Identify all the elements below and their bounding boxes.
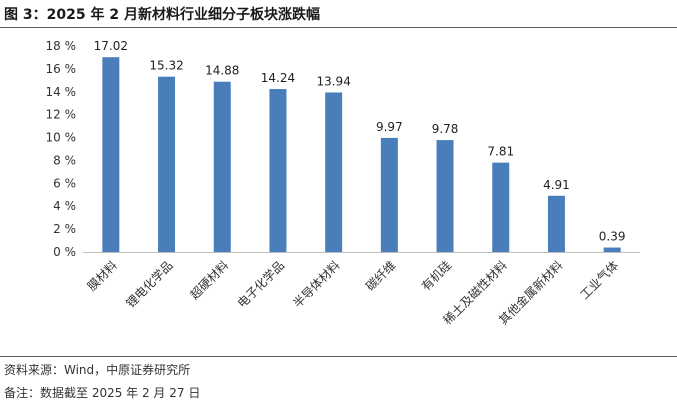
- x-tick-label: 半导体材料: [290, 258, 342, 310]
- remark-note: 备注：数据截至 2025 年 2 月 27 日: [4, 386, 201, 400]
- y-tick-label: 4 %: [53, 199, 76, 213]
- x-tick-label: 锂电化学品: [123, 258, 176, 311]
- x-tick-label: 碳纤维: [363, 258, 398, 293]
- bar: [603, 247, 621, 252]
- page-title: 图 3：2025 年 2 月新材料行业细分子板块涨跌幅: [4, 7, 320, 23]
- x-axis: 膜材料 锂电化学品 超硬材料 电子化学品 半导体材料 碳纤维 有机硅稀土及磁性材料其他金属新…: [85, 258, 622, 328]
- y-axis: 0 % 2 % 4 % 6 % 8 % 10 % 12 % 14 % 16 % 18 %: [46, 39, 77, 259]
- data-label: 9.78: [432, 122, 459, 136]
- y-tick-label: 0 %: [53, 245, 76, 259]
- source-note: 资料来源：Wind，中原证券研究所: [4, 363, 191, 377]
- y-tick-label: 14 %: [46, 85, 77, 99]
- x-tick-label: 膜材料: [85, 258, 120, 293]
- bar: [325, 92, 343, 252]
- y-tick-label: 10 %: [46, 131, 77, 145]
- data-label: 0.39: [599, 230, 626, 244]
- y-tick-label: 16 %: [46, 62, 77, 76]
- data-labels: 17.02 15.32 14.88 14.24 13.94 9.97 9.78 7.81 4.9…: [94, 39, 626, 243]
- data-label: 14.88: [205, 64, 239, 78]
- x-tick-label: 工业气体: [577, 258, 622, 303]
- data-label: 9.97: [376, 120, 403, 134]
- data-label: 17.02: [94, 39, 128, 53]
- bar: [213, 81, 231, 252]
- footer-divider: [0, 356, 677, 357]
- title-divider: [0, 27, 677, 28]
- y-tick-label: 2 %: [53, 222, 76, 236]
- bar: [547, 195, 565, 252]
- data-label: 13.94: [316, 74, 350, 88]
- y-tick-label: 18 %: [46, 39, 77, 53]
- bar: [436, 140, 454, 252]
- bar: [158, 76, 176, 252]
- bar-series: [102, 57, 621, 252]
- data-label: 7.81: [487, 145, 514, 159]
- y-tick-label: 6 %: [53, 176, 76, 190]
- bar: [269, 89, 287, 252]
- bar: [492, 162, 510, 252]
- x-tick-label: 有机硅: [419, 258, 454, 293]
- y-tick-label: 12 %: [46, 108, 77, 122]
- bar: [380, 137, 398, 252]
- bar: [102, 57, 120, 252]
- bar-chart: 0 % 2 % 4 % 6 % 8 % 10 % 12 % 14 % 16 % 18 % 17.0…: [46, 39, 640, 328]
- y-tick-label: 8 %: [53, 153, 76, 167]
- x-tick-label: 电子化学品: [234, 258, 287, 311]
- data-label: 15.32: [149, 59, 183, 73]
- x-tick-label: 超硬材料: [187, 258, 232, 303]
- data-label: 4.91: [543, 178, 570, 192]
- data-label: 14.24: [261, 71, 295, 85]
